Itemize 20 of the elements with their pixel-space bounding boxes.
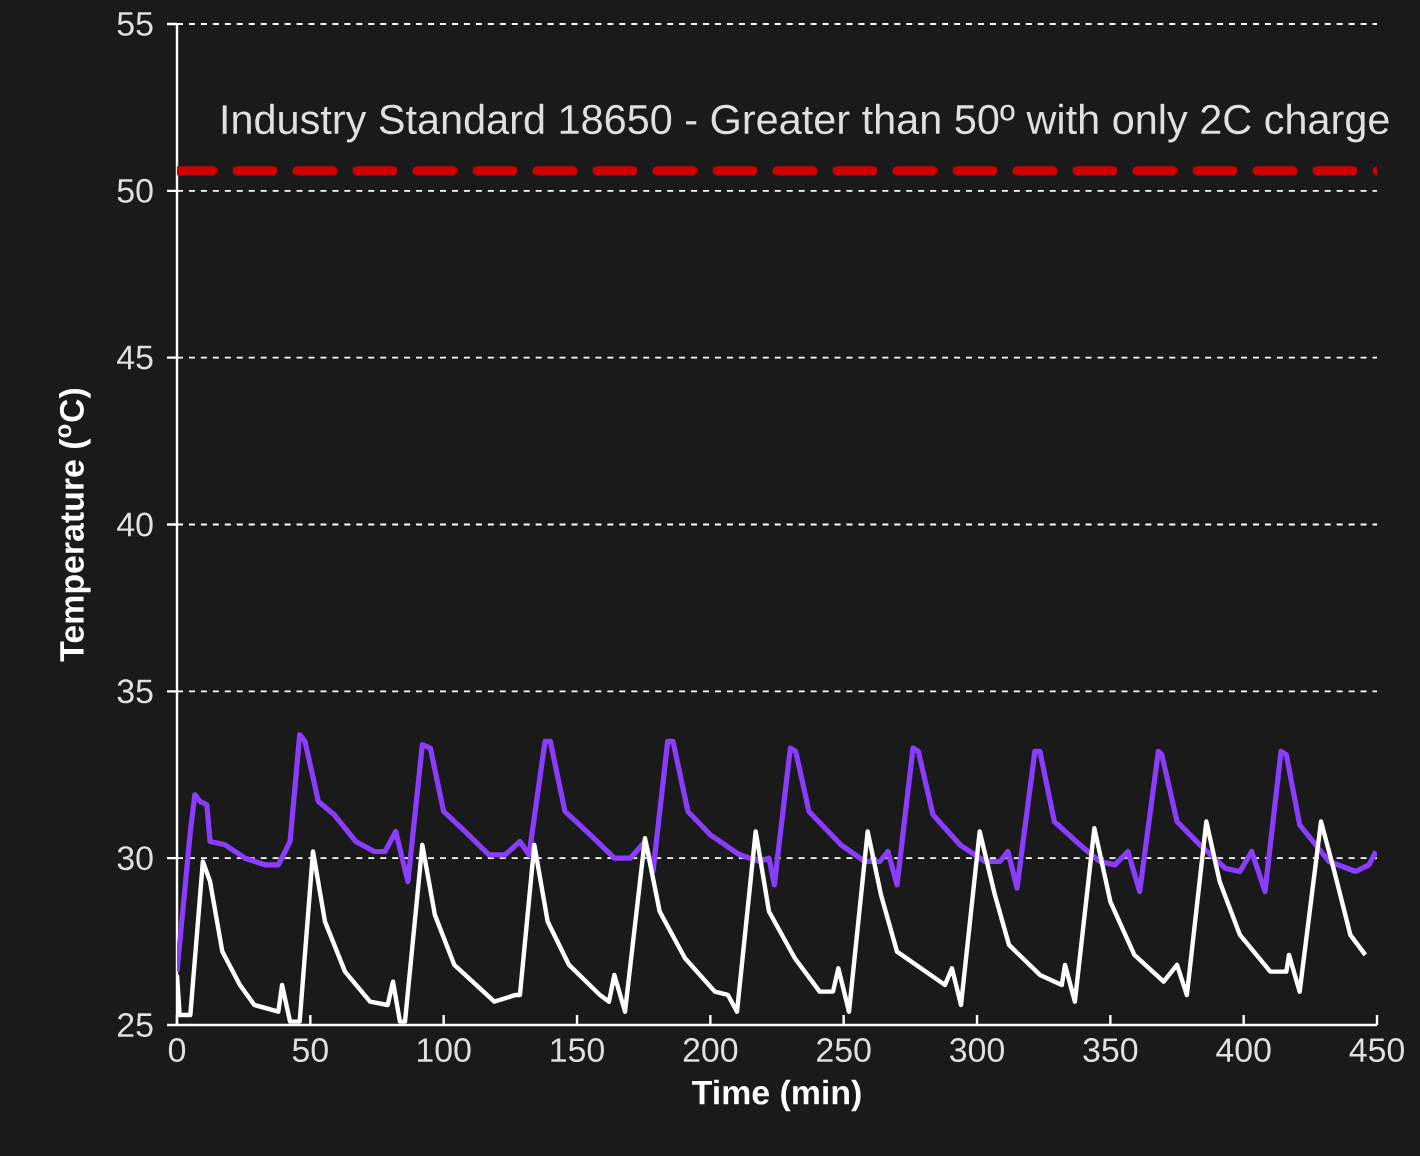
- x-tick-label: 50: [292, 1038, 328, 1063]
- x-tick-label: 0: [168, 1038, 186, 1063]
- y-tick-label: 25: [118, 1013, 153, 1037]
- y-tick-label: 50: [117, 178, 153, 203]
- y-tick-label: 55: [117, 12, 153, 36]
- y-tick-label: 30: [117, 846, 153, 871]
- x-axis-title: Time (min): [692, 1079, 861, 1112]
- x-tick-label: 250: [817, 1038, 871, 1063]
- ref-line-label: Industry Standard 18650 - Greater than 50º with only 2C charge: [222, 103, 1389, 143]
- x-tick-label: 100: [418, 1038, 471, 1063]
- x-tick-label: 450: [1349, 1038, 1404, 1063]
- x-tick-label: 300: [950, 1038, 1004, 1063]
- x-tick-label: 350: [1083, 1038, 1138, 1063]
- y-axis-title: Temperature ($^{o}$C): [58, 388, 91, 662]
- y-tick-label: 35: [117, 679, 153, 704]
- x-tick-label: 400: [1216, 1038, 1271, 1063]
- y-tick-label: 40: [117, 512, 153, 537]
- x-tick-label: 200: [683, 1038, 738, 1063]
- y-tick-label: 45: [117, 345, 153, 370]
- x-tick-label: 150: [551, 1038, 604, 1063]
